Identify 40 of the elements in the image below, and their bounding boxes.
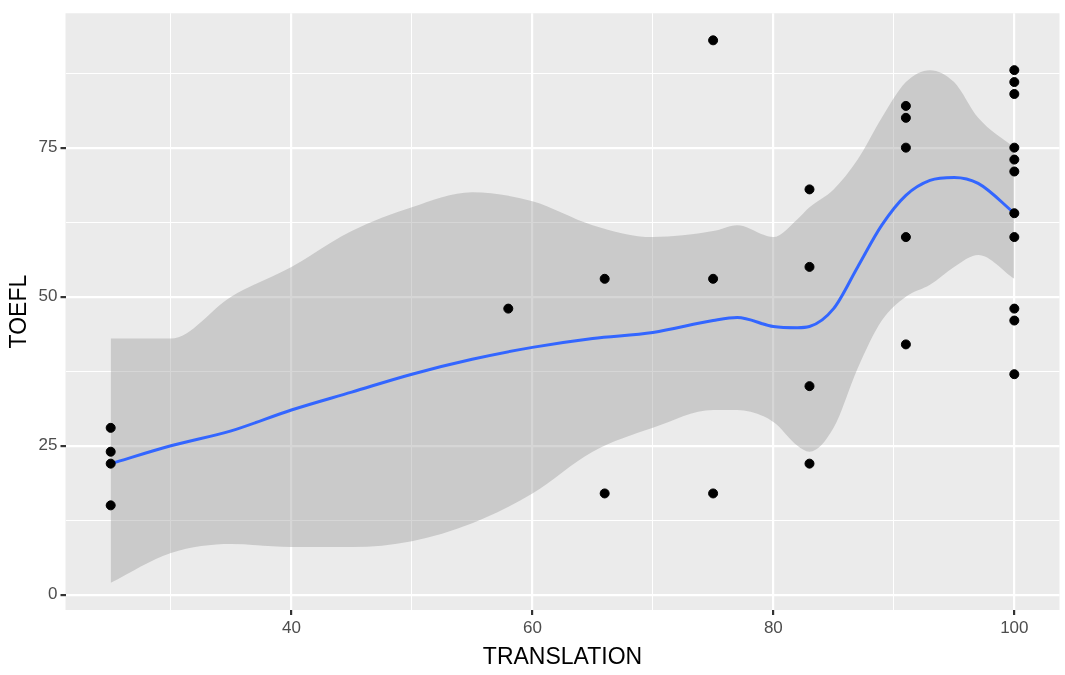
point	[1009, 303, 1020, 314]
point	[1009, 142, 1020, 153]
point	[1009, 232, 1020, 243]
point	[804, 261, 815, 272]
point	[1009, 77, 1020, 88]
x-axis-title: TRANSLATION	[482, 642, 643, 669]
point	[503, 303, 514, 314]
point	[1009, 154, 1020, 165]
x-tick-label: 40	[281, 617, 301, 637]
point	[900, 100, 911, 111]
point	[1009, 166, 1020, 177]
y-tick-label: 75	[38, 137, 58, 157]
point	[1009, 65, 1020, 76]
point	[900, 112, 911, 123]
point	[599, 273, 610, 284]
point	[804, 381, 815, 392]
point	[105, 500, 116, 511]
point	[900, 232, 911, 243]
point	[105, 458, 116, 469]
point	[900, 339, 911, 350]
point	[900, 142, 911, 153]
point	[1009, 369, 1020, 380]
x-tick-label: 60	[522, 617, 542, 637]
y-tick-label: 25	[38, 435, 58, 455]
point	[105, 422, 116, 433]
point	[1009, 208, 1020, 219]
point	[1009, 315, 1020, 326]
point	[708, 273, 719, 284]
y-tick-label: 50	[38, 286, 58, 306]
point	[804, 458, 815, 469]
x-tick-label: 80	[763, 617, 783, 637]
point	[1009, 88, 1020, 99]
x-tick-label: 100	[1000, 617, 1029, 637]
point	[105, 446, 116, 457]
point	[708, 488, 719, 499]
point	[708, 35, 719, 46]
y-axis-title: TOEFL	[5, 274, 32, 349]
point	[804, 184, 815, 195]
point	[599, 488, 610, 499]
y-tick-label: 0	[48, 584, 58, 604]
